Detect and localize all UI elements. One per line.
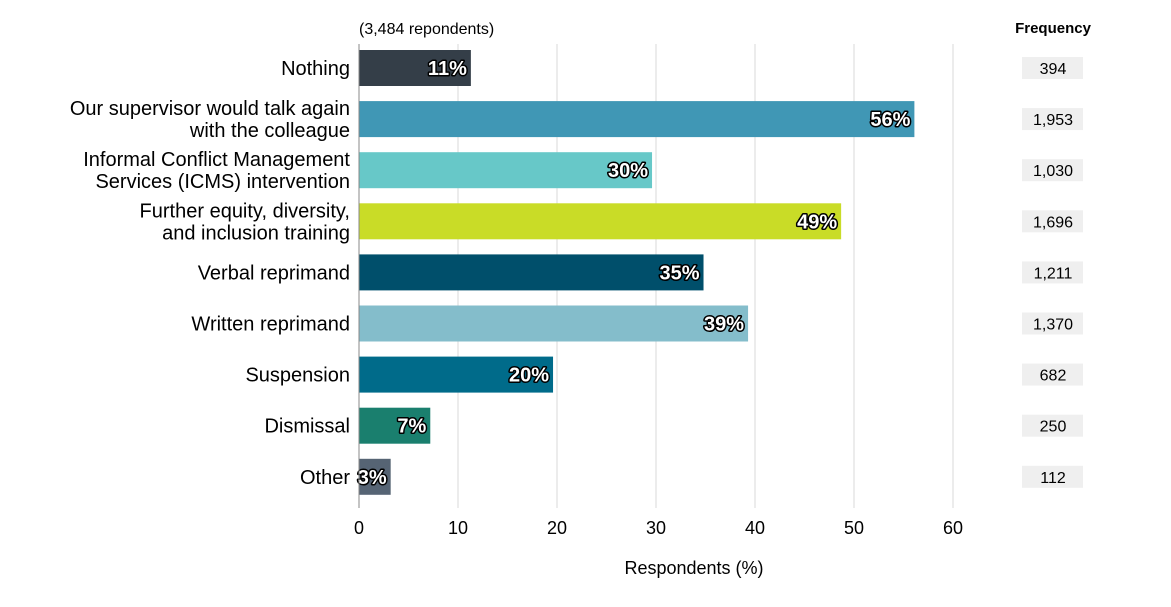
- bar-value-label: 35%: [659, 262, 699, 284]
- x-tick-label: 30: [646, 518, 666, 538]
- frequency-cell: [1022, 261, 1083, 284]
- bar-value-label: 3%: [358, 467, 387, 489]
- frequency-cell: [1022, 210, 1083, 233]
- frequency-value: 1,030: [1033, 163, 1073, 180]
- category-label: Informal Conflict Management: [83, 149, 350, 171]
- frequency-cell: [1022, 414, 1083, 437]
- category-label: Dismissal: [264, 416, 350, 438]
- bar-value-label: 49%: [797, 211, 837, 233]
- frequency-cell: [1022, 363, 1083, 386]
- category-label: Services (ICMS) intervention: [95, 171, 350, 193]
- category-label: and inclusion training: [162, 222, 350, 244]
- frequency-column: 394 1,953 1,030 1,696 1,211 1,370 682 250 112: [1022, 57, 1083, 488]
- category-label: Suspension: [245, 365, 350, 387]
- x-tick-label: 40: [745, 518, 765, 538]
- bar-value-label: 39%: [704, 314, 744, 336]
- x-tick-label: 20: [547, 518, 567, 538]
- category-label: Nothing: [281, 58, 350, 80]
- x-tick-label: 60: [943, 518, 963, 538]
- bars: 11% 56% 30% 49% 35% 39% 20% 7% 3%: [356, 50, 915, 495]
- frequency-value: 394: [1040, 61, 1067, 78]
- bar: [359, 407, 431, 444]
- category-label: Further equity, diversity,: [140, 200, 350, 222]
- frequency-value: 1,696: [1033, 214, 1073, 231]
- bar: [359, 254, 704, 291]
- x-axis-ticks: 0 10 20 30 40 50 60: [354, 518, 963, 538]
- bar: [359, 458, 391, 495]
- frequency-value: 250: [1040, 419, 1067, 436]
- bar-value-label: 7%: [397, 416, 426, 438]
- category-label: Verbal reprimand: [198, 262, 350, 284]
- frequency-cell: [1022, 312, 1083, 335]
- chart-subtitle: (3,484 repondents): [359, 21, 494, 38]
- bar: [359, 50, 471, 86]
- category-label: Other: [300, 467, 350, 489]
- frequency-cell: [1022, 108, 1083, 131]
- frequency-cell: [1022, 159, 1083, 182]
- frequency-cell: [1022, 465, 1083, 488]
- frequency-header: Frequency: [1015, 20, 1092, 37]
- frequency-value: 682: [1040, 368, 1067, 385]
- frequency-value: 1,370: [1033, 317, 1073, 334]
- frequency-value: 1,953: [1033, 112, 1073, 129]
- bar: [359, 203, 842, 240]
- category-labels: Nothing Our supervisor would talk againwi…: [70, 58, 351, 489]
- bar-value-label: 20%: [509, 365, 549, 387]
- category-label: with the colleague: [189, 120, 350, 142]
- bar: [359, 305, 749, 342]
- category-label: Our supervisor would talk again: [70, 98, 350, 120]
- bar-value-label: 11%: [428, 58, 467, 80]
- x-tick-label: 0: [354, 518, 364, 538]
- bar: [359, 101, 915, 138]
- bar-value-label: 30%: [608, 160, 648, 182]
- category-label: Written reprimand: [191, 314, 350, 336]
- frequency-value: 1,211: [1034, 265, 1073, 282]
- frequency-cell: [1022, 57, 1083, 79]
- frequency-value: 112: [1040, 470, 1066, 487]
- x-tick-label: 10: [448, 518, 468, 538]
- x-tick-label: 50: [844, 518, 864, 538]
- x-axis-title: Respondents (%): [624, 558, 763, 578]
- bar: [359, 152, 653, 189]
- bar: [359, 356, 554, 393]
- bar-value-label: 56%: [870, 109, 910, 131]
